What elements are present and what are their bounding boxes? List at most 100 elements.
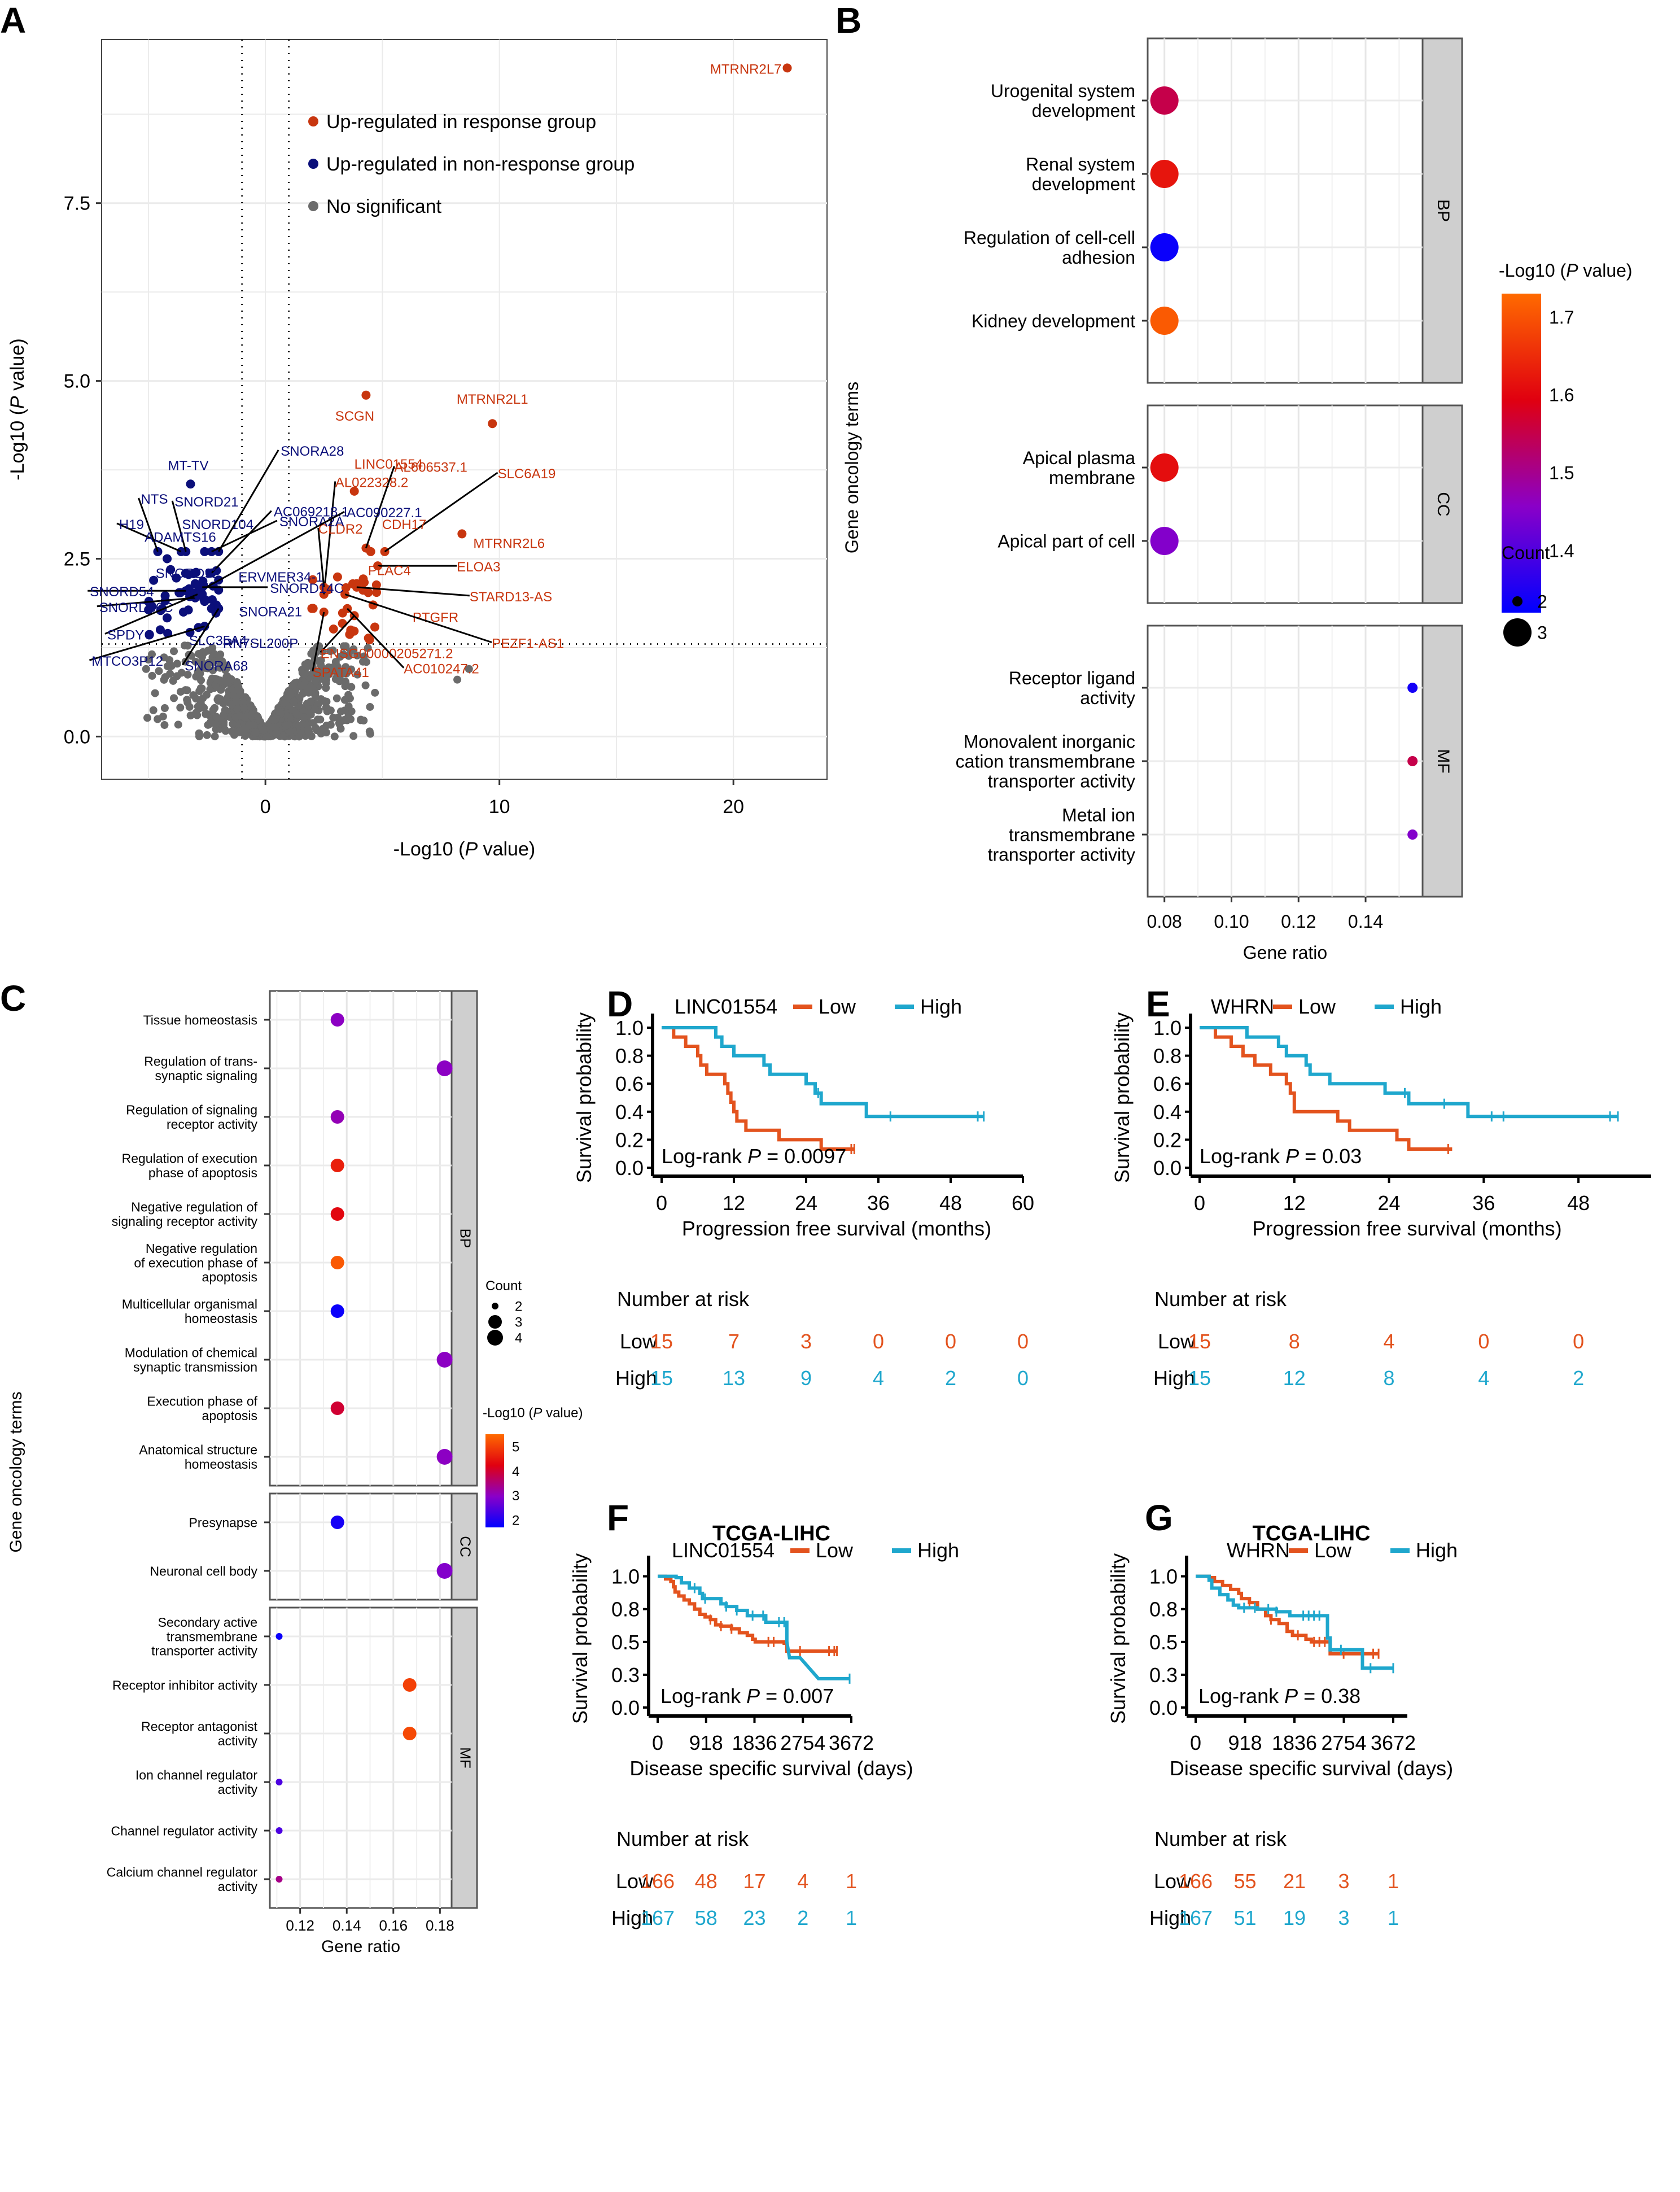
- facet-strip-label: BP: [1434, 199, 1453, 222]
- risk-row-label: Low: [1158, 1330, 1196, 1353]
- point-nonsig: [183, 698, 192, 706]
- y-tick-label: 7.5: [64, 193, 90, 215]
- gene-label-up: MTRNR2L6: [473, 536, 545, 551]
- y-tick-label: 1.0: [1149, 1565, 1178, 1588]
- point-nonsig: [176, 704, 185, 712]
- term-label: transmembrane: [167, 1629, 257, 1644]
- point-nonsig: [330, 732, 339, 741]
- term-label: Apical plasma: [1023, 448, 1135, 468]
- point-nonsig: [181, 641, 189, 650]
- y-tick-label: 0.8: [1149, 1598, 1178, 1621]
- risk-value: 48: [695, 1870, 718, 1893]
- point-down: [155, 625, 165, 635]
- y-tick-label: 0.5: [1149, 1631, 1178, 1654]
- facet-strip: [1421, 37, 1463, 384]
- point-nonsig: [453, 675, 462, 684]
- point-down: [181, 569, 190, 578]
- logrank-eq: = 0.0097: [761, 1145, 846, 1168]
- label-leader-line: [217, 449, 279, 552]
- panel-e: E WHRN Low High 0.0 0.2 0.4 0.6 0.8 1.0 0 12 24 36 48 P…: [1110, 983, 1680, 1525]
- x-axis-title: Progression free survival (months): [682, 1217, 991, 1240]
- logrank-prefix: Log-rank: [1198, 1684, 1284, 1708]
- x-tick-label: 2754: [780, 1731, 825, 1754]
- point-up: [457, 529, 467, 539]
- point-up: [349, 486, 359, 496]
- risk-value: 167: [641, 1906, 675, 1929]
- gene-label-up: ENSG00000205271.2: [321, 646, 453, 661]
- y-tick-label: 0.2: [615, 1128, 644, 1151]
- facet-strip: [1421, 404, 1463, 604]
- point-nonsig: [204, 647, 212, 655]
- point-up: [308, 604, 318, 613]
- x-tick-label: 1836: [732, 1731, 777, 1754]
- y-axis-title: -Log10 (P value): [7, 338, 28, 480]
- point-nonsig: [166, 670, 174, 678]
- point-nonsig: [353, 670, 362, 679]
- colorbar-title-suffix: value): [542, 1405, 583, 1421]
- facet-strip-label: MF: [457, 1747, 474, 1769]
- point-nonsig: [371, 688, 379, 697]
- x-tick-label: 3672: [829, 1731, 874, 1754]
- term-label: signaling receptor activity: [112, 1214, 258, 1229]
- label-leader-line: [97, 597, 195, 608]
- point-nonsig: [233, 696, 241, 705]
- risk-value: 8: [1384, 1366, 1395, 1390]
- label-leader-line: [89, 625, 205, 661]
- x-axis-title: Progression free survival (months): [1252, 1217, 1561, 1240]
- gene-label-up: MTRNR2L7: [710, 62, 782, 77]
- gene-label-up: LINC01554: [355, 457, 423, 472]
- legend-label: Up-regulated in response group: [326, 111, 596, 133]
- term-label: receptor activity: [167, 1117, 258, 1132]
- legend-label: Up-regulated in non-response group: [326, 154, 635, 175]
- size-legend-title: Count: [485, 1278, 522, 1294]
- panel-label-e: E: [1146, 984, 1170, 1024]
- point-up: [338, 619, 347, 628]
- y-axis-title: Survival probability: [1106, 1553, 1130, 1724]
- point-up: [361, 390, 371, 400]
- size-legend-dot: [1512, 596, 1523, 606]
- x-tick-label: 0: [260, 796, 271, 818]
- point-nonsig: [142, 665, 150, 673]
- term-dot: [1150, 233, 1179, 261]
- y-tick-label: 0.5: [611, 1631, 640, 1654]
- label-leader-line: [317, 527, 325, 588]
- point-nonsig: [358, 657, 367, 666]
- gene-label-down: SNORD104: [182, 517, 253, 532]
- colorbar-tick-label: 5: [512, 1439, 519, 1455]
- km-curve-low: [662, 1026, 855, 1151]
- x-axis-title: Disease specific survival (days): [629, 1757, 913, 1780]
- point-nonsig: [245, 721, 253, 730]
- point-nonsig: [311, 723, 320, 732]
- term-dot: [330, 1207, 344, 1221]
- point-nonsig: [308, 649, 316, 658]
- y-axis-title: Gene oncology terms: [842, 382, 862, 553]
- risk-row-label: Low: [620, 1330, 658, 1353]
- point-nonsig: [339, 642, 348, 650]
- term-label: Multicellular organismal: [122, 1297, 257, 1312]
- gene-label-up: ELOA3: [457, 560, 500, 575]
- risk-table-title: Number at risk: [617, 1287, 750, 1311]
- facet-frame: [269, 990, 453, 1487]
- term-label: Regulation of execution: [122, 1151, 257, 1166]
- colorbar-title-p: P: [1566, 260, 1578, 281]
- point-nonsig: [148, 671, 156, 680]
- label-leader-line: [211, 519, 278, 553]
- gene-label-up: CDH17: [382, 517, 427, 532]
- point-up: [371, 580, 381, 590]
- point-nonsig: [155, 667, 163, 675]
- y-tick-label: 0.0: [64, 726, 90, 748]
- point-nonsig: [360, 717, 368, 725]
- risk-value: 8: [1289, 1330, 1300, 1353]
- panel-b: B BP Urogenital system development Renal sys…: [835, 0, 1680, 977]
- gene-label-up: STARD13-AS: [470, 590, 552, 605]
- term-dot: [330, 1110, 344, 1124]
- legend-label-high: High: [920, 995, 962, 1018]
- go-dotplot-c: C BP Tissue homeostasis Regulation of trans…: [0, 978, 583, 1956]
- point-down: [147, 601, 157, 611]
- facet-strip-label: MF: [1434, 749, 1453, 773]
- panel-label-a: A: [0, 0, 26, 41]
- risk-row-label: Low: [1154, 1870, 1192, 1893]
- legend-marker: [308, 201, 318, 211]
- gene-label-down: SNORA28: [281, 444, 344, 459]
